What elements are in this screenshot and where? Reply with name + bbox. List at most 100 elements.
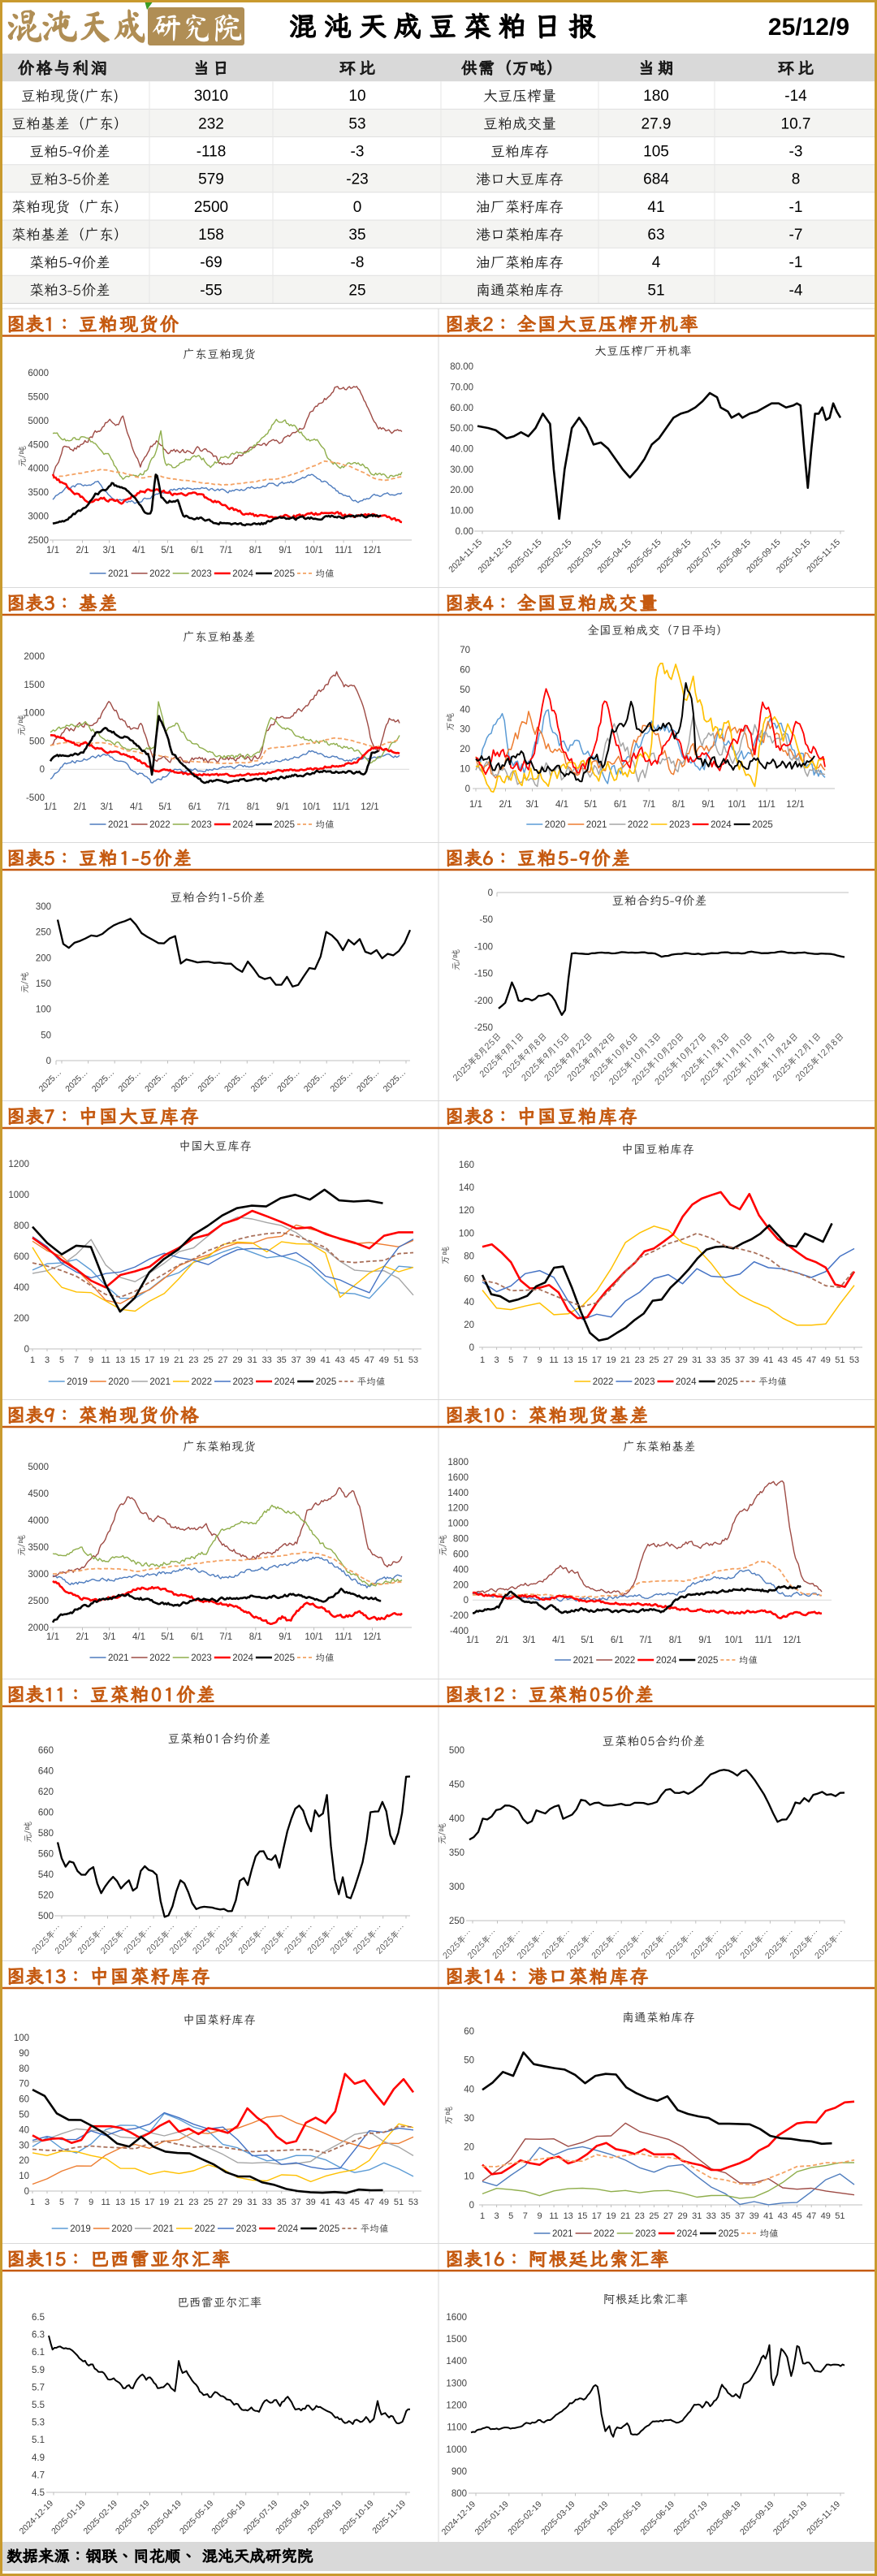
svg-text:49: 49 <box>821 1355 831 1365</box>
svg-text:5.5: 5.5 <box>32 2401 45 2410</box>
svg-text:4/1: 4/1 <box>555 800 568 810</box>
svg-text:2/1: 2/1 <box>76 1632 89 1642</box>
svg-text:1: 1 <box>30 1355 35 1365</box>
svg-text:35: 35 <box>277 2198 287 2207</box>
svg-text:-8: -8 <box>351 254 365 271</box>
svg-text:10.7: 10.7 <box>781 115 811 132</box>
svg-text:5/1: 5/1 <box>161 546 174 555</box>
svg-text:13: 13 <box>564 2211 573 2221</box>
svg-text:80.00: 80.00 <box>450 362 473 372</box>
svg-text:1600: 1600 <box>447 1473 469 1483</box>
svg-text:40: 40 <box>464 1298 474 1307</box>
svg-text:13: 13 <box>564 1355 573 1365</box>
svg-text:31: 31 <box>247 2198 257 2207</box>
svg-text:105: 105 <box>643 144 669 161</box>
svg-text:7: 7 <box>74 2198 79 2207</box>
svg-text:2023: 2023 <box>635 2229 656 2239</box>
svg-text:-100: -100 <box>474 942 493 952</box>
svg-text:2500: 2500 <box>28 536 49 546</box>
svg-text:45: 45 <box>792 2211 801 2221</box>
svg-text:5000: 5000 <box>28 417 49 426</box>
svg-text:-400: -400 <box>450 1627 469 1636</box>
svg-text:9: 9 <box>89 2198 93 2207</box>
svg-text:1/1: 1/1 <box>44 802 57 812</box>
svg-text:49: 49 <box>379 1355 389 1365</box>
svg-text:3: 3 <box>495 1355 499 1365</box>
svg-text:60.00: 60.00 <box>450 404 473 413</box>
svg-text:2/1: 2/1 <box>499 800 512 810</box>
svg-text:7/1: 7/1 <box>219 546 232 555</box>
svg-text:70: 70 <box>460 646 470 655</box>
svg-text:10/1: 10/1 <box>305 1632 322 1642</box>
svg-text:1400: 1400 <box>446 2357 467 2366</box>
svg-text:1/1: 1/1 <box>46 1632 59 1642</box>
svg-text:80: 80 <box>19 2064 29 2074</box>
svg-text:1000: 1000 <box>447 1519 469 1529</box>
svg-text:47: 47 <box>365 1355 374 1365</box>
svg-text:10/1: 10/1 <box>302 802 320 812</box>
svg-text:5000: 5000 <box>28 1463 49 1472</box>
svg-text:11/1: 11/1 <box>335 546 352 555</box>
svg-text:5.9: 5.9 <box>32 2366 45 2375</box>
svg-text:2024: 2024 <box>274 1377 296 1387</box>
svg-text:60: 60 <box>464 2027 474 2037</box>
svg-text:7/1: 7/1 <box>219 1632 232 1642</box>
svg-text:10: 10 <box>464 2172 474 2181</box>
svg-text:2024: 2024 <box>232 1653 253 1663</box>
svg-text:1/1: 1/1 <box>469 800 482 810</box>
svg-text:2021: 2021 <box>108 569 129 579</box>
svg-text:23: 23 <box>635 2211 645 2221</box>
svg-text:100: 100 <box>14 2034 29 2043</box>
svg-text:9/1: 9/1 <box>276 802 289 812</box>
svg-text:2023: 2023 <box>191 569 212 579</box>
svg-text:35: 35 <box>720 1355 730 1365</box>
svg-text:-118: -118 <box>197 144 227 161</box>
svg-text:2024: 2024 <box>232 569 253 579</box>
svg-text:33: 33 <box>706 1355 716 1365</box>
svg-text:29: 29 <box>677 1355 687 1365</box>
svg-text:150: 150 <box>36 979 51 989</box>
svg-text:2019: 2019 <box>67 1377 88 1387</box>
svg-text:27: 27 <box>218 2198 227 2207</box>
svg-text:9/1: 9/1 <box>702 800 715 810</box>
svg-text:60: 60 <box>460 665 470 675</box>
svg-text:50.00: 50.00 <box>450 424 473 434</box>
svg-text:684: 684 <box>643 171 669 188</box>
svg-text:21: 21 <box>620 2211 630 2221</box>
svg-text:2022: 2022 <box>149 569 171 579</box>
svg-text:53: 53 <box>849 1355 859 1365</box>
svg-text:3: 3 <box>495 2211 499 2221</box>
svg-text:23: 23 <box>635 1355 645 1365</box>
svg-text:50: 50 <box>19 2111 29 2120</box>
svg-text:6.5: 6.5 <box>32 2313 45 2323</box>
svg-text:0: 0 <box>24 2187 29 2197</box>
svg-text:0: 0 <box>353 199 362 216</box>
svg-text:50: 50 <box>460 685 470 695</box>
svg-text:15: 15 <box>130 1355 140 1365</box>
svg-text:-500: -500 <box>26 793 45 803</box>
svg-text:400: 400 <box>449 1814 464 1824</box>
svg-text:35: 35 <box>348 227 365 244</box>
svg-text:41: 41 <box>647 199 664 216</box>
svg-text:35: 35 <box>720 2211 730 2221</box>
svg-text:9/1: 9/1 <box>279 1632 292 1642</box>
svg-text:3/1: 3/1 <box>103 546 116 555</box>
svg-text:4/1: 4/1 <box>552 1636 565 1645</box>
svg-text:-250: -250 <box>474 1023 493 1033</box>
svg-text:5500: 5500 <box>28 392 49 402</box>
svg-text:31: 31 <box>247 1355 257 1365</box>
svg-text:6/1: 6/1 <box>188 802 201 812</box>
svg-text:-69: -69 <box>200 254 222 271</box>
svg-text:17: 17 <box>592 2211 602 2221</box>
svg-text:6/1: 6/1 <box>614 800 627 810</box>
svg-text:20: 20 <box>460 745 470 754</box>
svg-text:53: 53 <box>348 115 365 132</box>
svg-text:-4: -4 <box>789 282 803 299</box>
svg-text:1000: 1000 <box>8 1191 29 1200</box>
svg-text:2023: 2023 <box>669 820 690 830</box>
svg-text:3/1: 3/1 <box>103 1632 116 1642</box>
svg-text:800: 800 <box>451 2489 467 2499</box>
svg-text:0: 0 <box>24 1345 29 1355</box>
svg-text:6.1: 6.1 <box>32 2348 45 2358</box>
svg-text:23: 23 <box>188 2198 198 2207</box>
